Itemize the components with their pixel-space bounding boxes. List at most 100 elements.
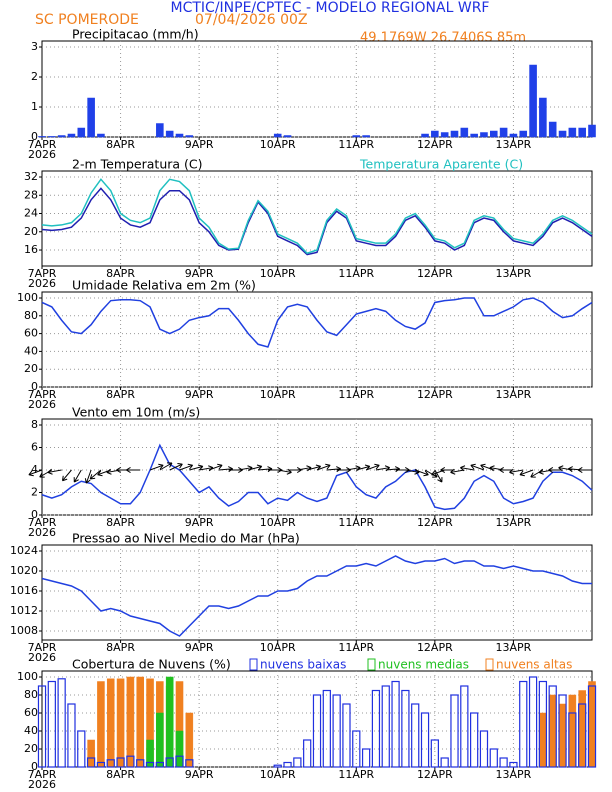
bar <box>185 759 194 768</box>
x-tick-label: 10APR <box>260 516 296 529</box>
wind-arrow <box>316 463 331 471</box>
bar <box>539 712 547 768</box>
x-year-label: 2026 <box>28 526 56 539</box>
bar <box>283 761 292 768</box>
bar <box>136 676 145 768</box>
x-tick-label: 8APR <box>106 138 135 151</box>
wind-arrow <box>208 463 223 471</box>
x-tick-label: 10APR <box>260 641 296 654</box>
wind-arrow <box>548 466 563 474</box>
location: SC POMERODE <box>35 12 139 28</box>
y-tick-label: 20 <box>24 225 38 238</box>
y-tick-label: 8 <box>31 418 38 431</box>
bar <box>391 680 400 768</box>
x-tick-label: 10APR <box>260 388 296 401</box>
wind-arrow <box>470 463 485 471</box>
y-tick-label: 80 <box>24 688 38 701</box>
bar <box>57 135 66 138</box>
bar <box>165 676 174 768</box>
y-tick-label: 100 <box>17 670 38 683</box>
run-date: 07/04/2026 00Z <box>195 12 308 28</box>
wind-arrow <box>519 469 534 477</box>
x-tick-label: 7APR <box>28 641 57 654</box>
bar <box>401 689 410 768</box>
bar <box>352 730 361 768</box>
bar <box>558 703 567 768</box>
bar <box>381 685 390 768</box>
x-tick-label: 7APR <box>28 267 57 280</box>
bar <box>47 680 56 768</box>
bar <box>440 132 449 138</box>
bar <box>539 97 547 138</box>
y-tick-label: 6 <box>31 441 38 454</box>
wind-arrow <box>577 466 592 474</box>
x-year-label: 2026 <box>28 651 56 664</box>
wind-arrow <box>73 469 82 483</box>
wind-arrow <box>248 464 263 471</box>
bar <box>156 123 164 138</box>
bar <box>96 761 106 768</box>
panel-frame <box>41 170 593 267</box>
bar <box>431 130 439 138</box>
bar <box>48 136 56 138</box>
bar <box>87 97 95 138</box>
y-tick-label: 20 <box>24 362 38 375</box>
bar <box>578 690 586 768</box>
bar <box>67 133 76 138</box>
x-tick-label: 10APR <box>260 138 296 151</box>
bar <box>460 685 469 768</box>
bar <box>77 127 86 138</box>
y-tick-label: 0 <box>31 760 38 773</box>
bar <box>588 124 596 138</box>
wind-arrow <box>149 463 164 471</box>
y-tick-label: 3 <box>31 40 38 53</box>
bar <box>568 712 577 768</box>
wind-arrow <box>125 466 141 474</box>
bar <box>38 136 46 138</box>
wind-arrow <box>509 468 524 475</box>
y-tick-label: 80 <box>24 309 38 322</box>
wind-arrow <box>499 466 514 474</box>
x-tick-label: 7APR <box>28 138 57 151</box>
panel-frame <box>41 544 593 641</box>
bar <box>450 130 459 138</box>
wind-arrow <box>61 469 72 482</box>
x-tick-label: 8APR <box>106 768 135 781</box>
x-tick-label: 9APR <box>185 768 214 781</box>
bar <box>568 127 577 138</box>
y-tick-label: 2 <box>31 70 38 83</box>
x-tick-label: 11APR <box>338 267 374 280</box>
wind-arrow <box>440 466 455 474</box>
panel-frame <box>41 670 593 768</box>
legend-label: nuvens medias <box>378 658 469 672</box>
bar <box>342 703 351 768</box>
bar <box>362 135 370 138</box>
bar <box>86 757 96 768</box>
legend-label: nuvens baixas <box>260 658 346 672</box>
y-tick-label: 4 <box>31 463 38 476</box>
bar <box>273 133 282 138</box>
y-tick-label: 1 <box>31 100 38 113</box>
bar <box>165 757 174 768</box>
x-tick-label: 13APR <box>496 388 532 401</box>
bar <box>578 703 587 768</box>
bar <box>479 730 489 768</box>
wind-arrow <box>415 469 429 477</box>
panel-frame <box>41 418 593 516</box>
bar <box>97 681 105 768</box>
bar <box>450 694 459 768</box>
bar <box>175 133 184 138</box>
x-year-label: 2026 <box>28 148 56 161</box>
wind-arrow <box>179 463 194 471</box>
y-tick-label: 40 <box>24 724 38 737</box>
line <box>41 443 593 511</box>
bar <box>185 135 194 138</box>
legend-swatch <box>485 658 494 671</box>
y-tick-label: 40 <box>24 344 38 357</box>
bar <box>57 678 66 768</box>
bar <box>116 757 125 768</box>
bar <box>440 757 449 768</box>
panel-title: Vento em 10m (m/s) <box>72 405 200 420</box>
bar <box>420 712 430 768</box>
line <box>41 297 593 348</box>
